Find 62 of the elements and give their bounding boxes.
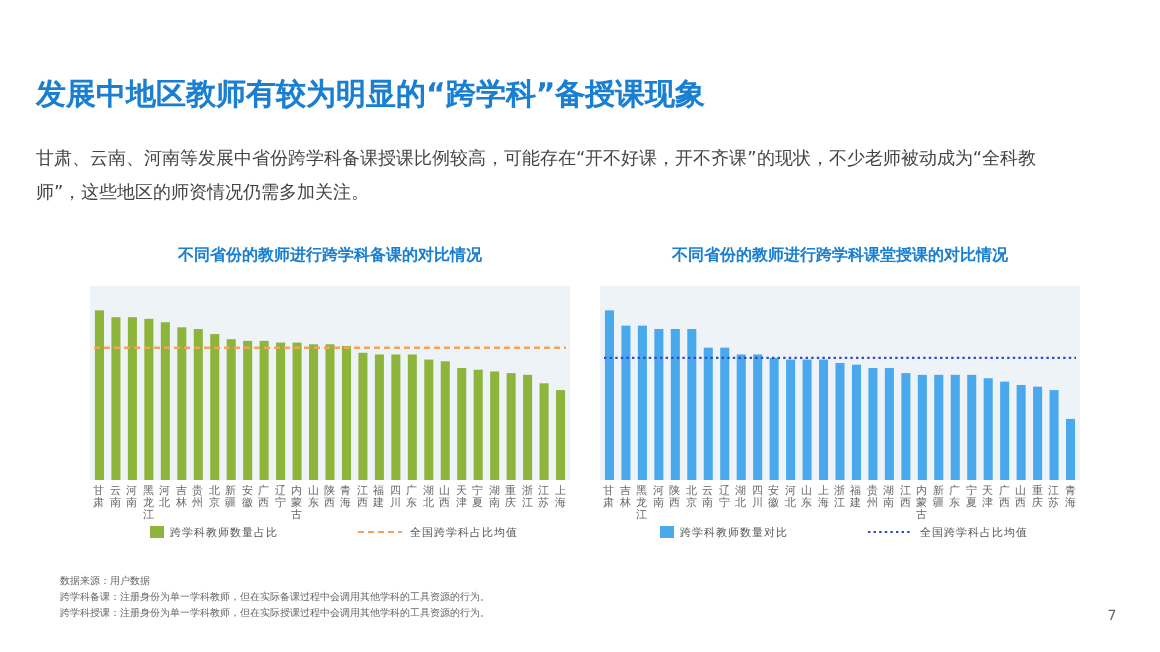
bar	[473, 369, 483, 480]
bar	[325, 344, 335, 480]
bar	[144, 318, 154, 480]
bar	[193, 329, 203, 480]
bar	[1016, 385, 1026, 480]
bar	[1033, 386, 1043, 480]
chart-title: 不同省份的教师进行跨学科备课的对比情况	[176, 246, 484, 264]
bar	[440, 361, 450, 480]
bar	[539, 383, 549, 480]
bar	[457, 368, 467, 480]
bar	[210, 334, 220, 480]
bar	[950, 374, 960, 480]
bar	[884, 368, 894, 480]
bar	[1066, 418, 1076, 480]
bar	[621, 325, 631, 480]
bar	[309, 344, 319, 480]
bar	[720, 347, 730, 480]
bar	[1000, 381, 1010, 480]
bar	[819, 359, 829, 480]
bar	[637, 325, 647, 480]
bar	[523, 374, 533, 480]
bar	[276, 342, 286, 480]
text: 发展中地区教师有较为明显的“跨学科”备授课现象	[34, 76, 706, 112]
bar	[226, 339, 236, 480]
bar	[127, 317, 137, 480]
bar	[94, 310, 104, 480]
bar	[424, 359, 434, 480]
bar	[111, 317, 121, 480]
bar	[670, 329, 680, 480]
bar	[753, 354, 763, 480]
bar	[292, 342, 302, 480]
bar	[160, 322, 170, 480]
bar	[1049, 390, 1059, 480]
bar	[967, 374, 977, 480]
bar	[835, 362, 845, 480]
bar	[259, 340, 269, 480]
bar	[506, 373, 516, 480]
chart-title: 不同省份的教师进行跨学科课堂授课的对比情况	[670, 246, 1010, 264]
text: 甘肃、云南、河南等发展中省份跨学科备课授课比例较高，可能存在“开不好课，开不齐课”的现状，不少老师被动成为“全科教师”，这些地区的师资情况仍需多加关注。	[36, 148, 1036, 204]
bar	[851, 364, 861, 480]
bar	[490, 371, 500, 480]
bar	[358, 352, 368, 480]
bar	[391, 354, 401, 480]
bar	[556, 390, 566, 480]
bar	[934, 374, 944, 480]
bar	[654, 329, 664, 480]
bar	[177, 327, 187, 480]
bar	[736, 354, 746, 480]
bar	[243, 340, 253, 480]
bar	[786, 359, 796, 480]
bar	[983, 378, 993, 480]
bar	[407, 354, 417, 480]
bar	[687, 329, 697, 480]
bar	[769, 357, 779, 480]
bar	[374, 354, 384, 480]
bar	[341, 345, 351, 480]
bar	[901, 373, 911, 480]
bar	[802, 359, 812, 480]
bar	[917, 374, 927, 480]
bar	[604, 310, 614, 480]
bar	[703, 347, 713, 480]
bar	[868, 368, 878, 480]
